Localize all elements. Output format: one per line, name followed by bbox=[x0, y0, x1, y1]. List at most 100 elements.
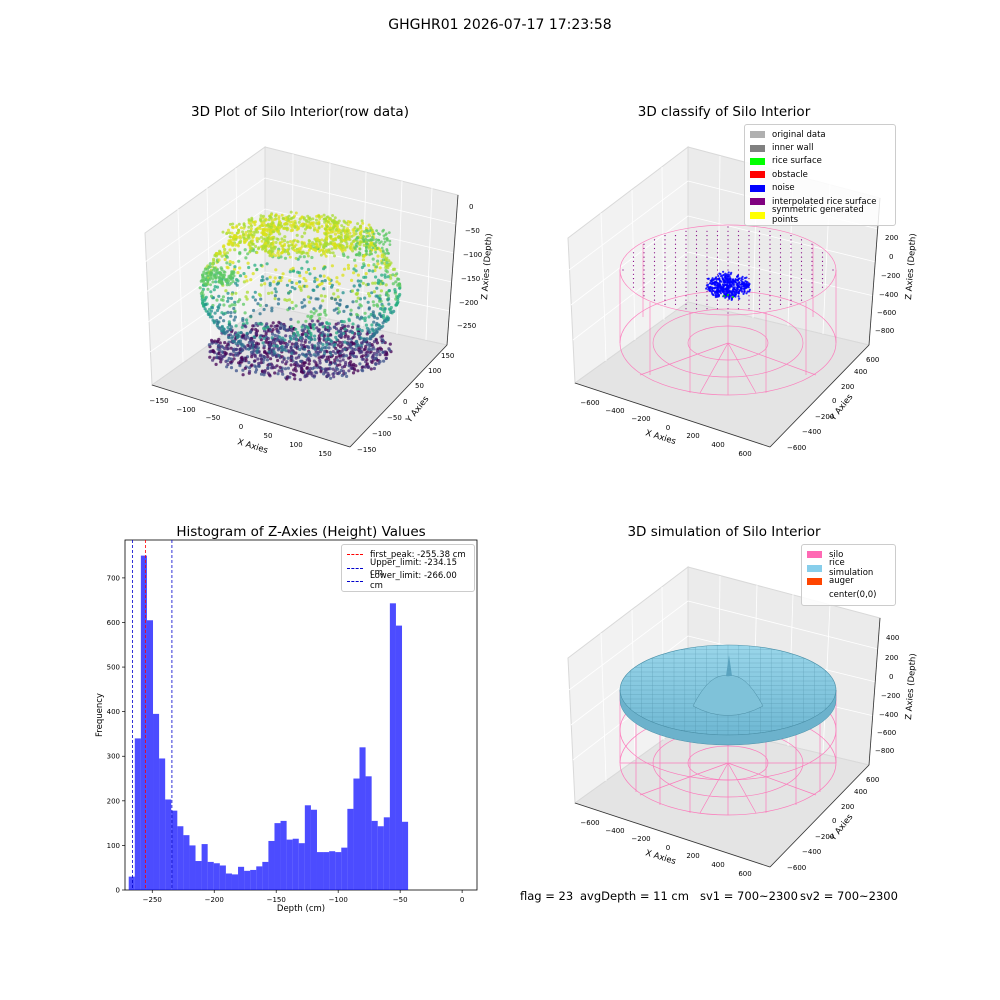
raw-point bbox=[281, 248, 285, 252]
raw-point bbox=[292, 332, 296, 336]
raw-y-label: Y Axies bbox=[404, 394, 432, 426]
noise-point bbox=[711, 288, 714, 291]
grid-point bbox=[716, 235, 719, 237]
legend-item-upper-limit: Upper_limit: -234.15 cm bbox=[347, 558, 469, 578]
raw-point bbox=[316, 328, 320, 333]
noise-point bbox=[722, 270, 725, 273]
grid-point bbox=[685, 260, 687, 262]
raw-point bbox=[288, 270, 292, 274]
raw-point bbox=[253, 359, 257, 363]
classify-x-tick: −400 bbox=[605, 407, 624, 415]
raw-point bbox=[363, 365, 367, 369]
simulation-y-tick: 200 bbox=[841, 803, 854, 811]
raw-point bbox=[360, 229, 364, 233]
raw-point bbox=[371, 354, 375, 359]
grid-point bbox=[779, 247, 782, 250]
noise-point bbox=[723, 293, 726, 296]
raw-point bbox=[355, 315, 359, 319]
grid-point bbox=[769, 282, 771, 284]
raw-point bbox=[324, 346, 328, 350]
raw-point bbox=[312, 327, 316, 331]
raw-point bbox=[371, 300, 375, 304]
grid-point bbox=[769, 265, 771, 267]
raw-point bbox=[257, 364, 261, 368]
raw-point bbox=[287, 298, 292, 302]
noise-point bbox=[716, 288, 719, 291]
legend-label: noise bbox=[772, 183, 795, 194]
grid-point bbox=[769, 252, 771, 254]
simulation-x-tick: −600 bbox=[580, 819, 599, 827]
raw-point bbox=[384, 263, 388, 268]
raw-point bbox=[384, 356, 388, 361]
simulation-z-tick: −600 bbox=[877, 729, 896, 737]
raw-point bbox=[355, 291, 359, 295]
raw-point bbox=[308, 223, 311, 227]
raw-point bbox=[312, 366, 316, 370]
raw-point bbox=[234, 369, 238, 373]
grid-point bbox=[653, 290, 656, 293]
raw-point bbox=[320, 321, 324, 325]
raw-point bbox=[306, 356, 310, 360]
raw-point bbox=[350, 242, 354, 246]
raw-point bbox=[280, 224, 284, 228]
grid-point bbox=[653, 247, 656, 250]
grid-point bbox=[790, 303, 792, 305]
raw-point bbox=[201, 275, 205, 279]
grid-point bbox=[758, 269, 761, 271]
grid-point bbox=[821, 282, 824, 284]
grid-point bbox=[695, 239, 698, 241]
grid-point bbox=[695, 278, 698, 280]
grid-point bbox=[664, 252, 666, 254]
raw-point bbox=[345, 374, 349, 378]
histogram-bar bbox=[153, 713, 160, 890]
raw-point bbox=[273, 276, 277, 280]
raw-point bbox=[263, 282, 267, 286]
raw-point bbox=[250, 327, 254, 331]
raw-point bbox=[279, 322, 283, 326]
raw-point bbox=[317, 226, 321, 229]
raw-point bbox=[312, 311, 316, 315]
raw-point bbox=[327, 367, 331, 371]
noise-point bbox=[741, 290, 744, 293]
grid-point bbox=[758, 230, 761, 232]
noise-point bbox=[713, 278, 716, 281]
raw-point bbox=[283, 338, 287, 342]
classify-z-label: Z Axies (Depth) bbox=[904, 233, 919, 300]
raw-point bbox=[211, 318, 215, 322]
classify-z-tick: −400 bbox=[879, 291, 898, 299]
raw-point bbox=[320, 281, 324, 286]
raw-point bbox=[376, 347, 380, 351]
raw-point bbox=[343, 234, 347, 238]
grid-point bbox=[800, 256, 803, 258]
raw-point bbox=[307, 329, 311, 333]
raw-point bbox=[277, 297, 281, 301]
raw-point bbox=[226, 347, 230, 351]
raw-point bbox=[203, 283, 207, 286]
grid-point bbox=[653, 278, 656, 280]
raw-point bbox=[361, 258, 365, 262]
raw-point bbox=[248, 250, 252, 254]
raw-point bbox=[245, 321, 249, 325]
grid-point bbox=[674, 303, 677, 305]
raw-point bbox=[340, 373, 344, 378]
raw-point bbox=[208, 265, 212, 269]
raw-point bbox=[287, 340, 292, 344]
raw-point bbox=[333, 358, 337, 362]
raw-point bbox=[387, 289, 391, 293]
histogram-bar bbox=[292, 838, 299, 890]
raw-point bbox=[329, 376, 333, 380]
legend-swatch bbox=[750, 211, 765, 219]
grid-point bbox=[685, 282, 687, 284]
raw-point bbox=[225, 255, 229, 259]
raw-point bbox=[295, 281, 299, 285]
raw-point bbox=[282, 239, 287, 243]
histogram-bar bbox=[395, 625, 403, 890]
raw-point bbox=[382, 255, 387, 259]
raw-point bbox=[352, 354, 356, 359]
raw-point bbox=[217, 258, 221, 262]
raw-point bbox=[319, 253, 323, 257]
grid-point bbox=[779, 256, 782, 258]
raw-point bbox=[302, 276, 306, 281]
raw-point bbox=[289, 363, 293, 367]
raw-point bbox=[375, 330, 379, 334]
